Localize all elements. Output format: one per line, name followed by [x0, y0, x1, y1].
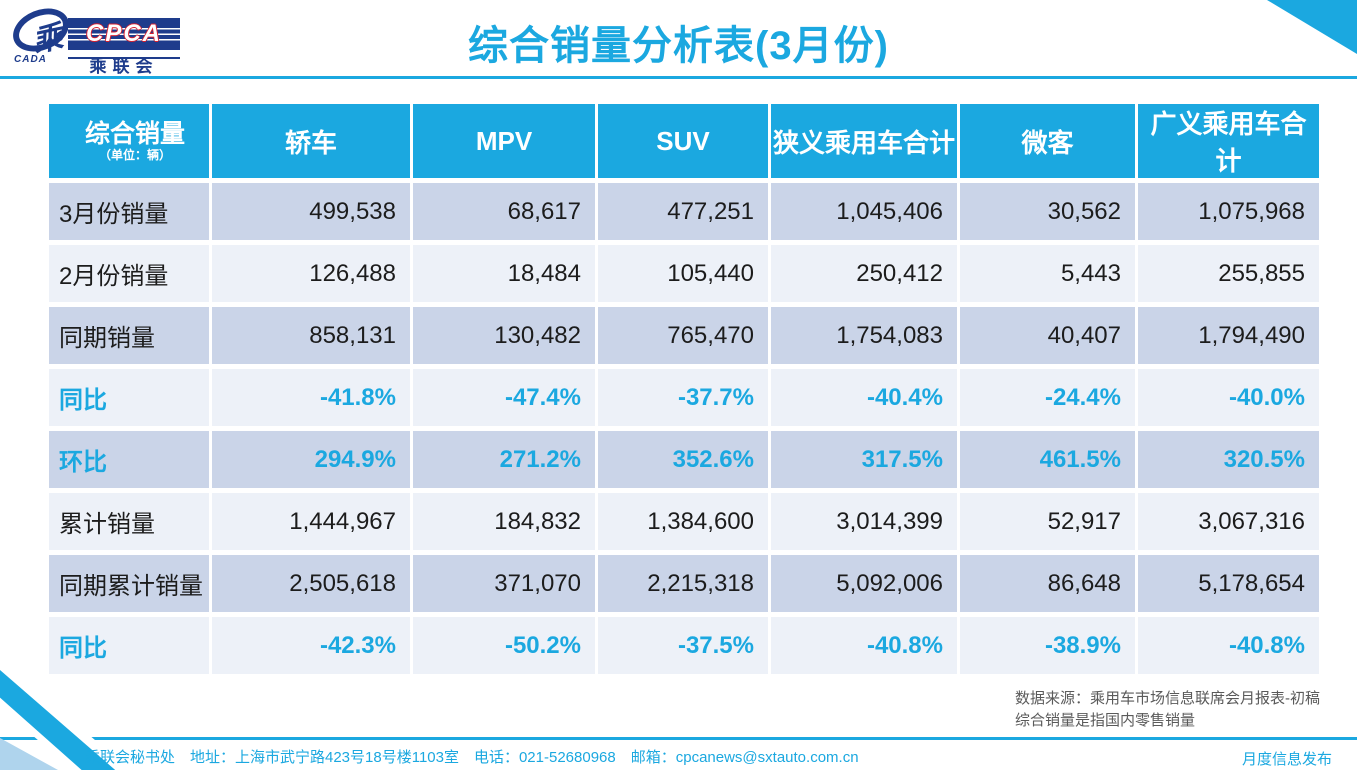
cell-value: 184,832	[413, 493, 595, 550]
cell-value: -40.8%	[771, 617, 957, 674]
logo-cada-text: CADA	[14, 54, 47, 65]
table-row: 3月份销量 499,538 68,617 477,251 1,045,406 30,562…	[49, 183, 1319, 240]
row-label: 2月份销量	[49, 245, 209, 302]
row-label: 3月份销量	[49, 183, 209, 240]
logo-cpca-box: CPCA	[68, 18, 180, 50]
row-label: 同期累计销量	[49, 555, 209, 612]
header-divider	[0, 76, 1357, 79]
table-row: 同比 -41.8% -47.4% -37.7% -40.4% -24.4% -40.0%	[49, 369, 1319, 426]
table-body: 3月份销量 499,538 68,617 477,251 1,045,406 30,562…	[49, 183, 1319, 674]
cell-value: 1,444,967	[212, 493, 410, 550]
table-row: 同期累计销量 2,505,618 371,070 2,215,318 5,092,006…	[49, 555, 1319, 612]
footer-release-label: 月度信息发布	[1241, 751, 1332, 768]
cell-value: 130,482	[413, 307, 595, 364]
cell-value: 5,092,006	[771, 555, 957, 612]
row-label: 同期销量	[49, 307, 209, 364]
row-label: 环比	[49, 431, 209, 488]
cell-value: 86,648	[960, 555, 1135, 612]
cell-value: -40.8%	[1138, 617, 1319, 674]
cell-value: 271.2%	[413, 431, 595, 488]
cell-value: 371,070	[413, 555, 595, 612]
row-label: 同比	[49, 369, 209, 426]
cell-value: 477,251	[598, 183, 768, 240]
cell-value: 1,754,083	[771, 307, 957, 364]
cell-value: 320.5%	[1138, 431, 1319, 488]
cell-value: 765,470	[598, 307, 768, 364]
cell-value: 5,178,654	[1138, 555, 1319, 612]
column-header: 狭义乘用车合计	[771, 104, 957, 178]
cell-value: 317.5%	[771, 431, 957, 488]
page-title: 综合销量分析表(3月份)	[468, 24, 889, 68]
table-row: 环比 294.9% 271.2% 352.6% 317.5% 461.5% 320.5%	[49, 431, 1319, 488]
cell-value: 499,538	[212, 183, 410, 240]
corner-header-cell: 综合销量 （单位：辆）	[49, 104, 209, 178]
column-header: 轿车	[212, 104, 410, 178]
cell-value: 352.6%	[598, 431, 768, 488]
cell-value: 1,384,600	[598, 493, 768, 550]
cell-value: 3,067,316	[1138, 493, 1319, 550]
cell-value: 858,131	[212, 307, 410, 364]
table-row: 同比 -42.3% -50.2% -37.5% -40.8% -38.9% -40.8%	[49, 617, 1319, 674]
column-header: 广义乘用车合计	[1138, 104, 1319, 178]
table-row: 2月份销量 126,488 18,484 105,440 250,412 5,443 255…	[49, 245, 1319, 302]
data-source-notes: 数据来源：乘用车市场信息联席会月报表-初稿 综合销量是指国内零售销量	[1015, 688, 1320, 732]
cell-value: 1,075,968	[1138, 183, 1319, 240]
corner-header-title: 综合销量	[84, 119, 185, 148]
note-line: 综合销量是指国内零售销量	[1015, 712, 1196, 729]
cell-value: 2,215,318	[598, 555, 768, 612]
cpca-logo: 乘 CADA CPCA 乘联会	[6, 0, 182, 77]
column-header: MPV	[413, 104, 595, 178]
table-row: 累计销量 1,444,967 184,832 1,384,600 3,014,399 52…	[49, 493, 1319, 550]
cell-value: 126,488	[212, 245, 410, 302]
cell-value: -37.7%	[598, 369, 768, 426]
corner-header-unit: （单位：辆）	[98, 147, 171, 162]
column-header: 微客	[960, 104, 1135, 178]
cell-value: 255,855	[1138, 245, 1319, 302]
row-label: 累计销量	[49, 493, 209, 550]
cell-value: 5,443	[960, 245, 1135, 302]
cell-value: 18,484	[413, 245, 595, 302]
sales-table: 综合销量 （单位：辆） 轿车 MPV SUV 狭义乘用车合计 微客 广义乘用车合计 3月份…	[46, 99, 1322, 679]
table-row: 同期销量 858,131 130,482 765,470 1,754,083 40,407…	[49, 307, 1319, 364]
cell-value: -47.4%	[413, 369, 595, 426]
cell-value: 461.5%	[960, 431, 1135, 488]
cell-value: 2,505,618	[212, 555, 410, 612]
cell-value: 3,014,399	[771, 493, 957, 550]
cell-value: -40.4%	[771, 369, 957, 426]
cell-value: 40,407	[960, 307, 1135, 364]
cell-value: -42.3%	[212, 617, 410, 674]
cell-value: -24.4%	[960, 369, 1135, 426]
table-header-row: 综合销量 （单位：辆） 轿车 MPV SUV 狭义乘用车合计 微客 广义乘用车合计	[49, 104, 1319, 178]
cell-value: 68,617	[413, 183, 595, 240]
footer-contact-info: 乘联会秘书处 地址：上海市武宁路423号18号楼1103室 电话：021-526…	[85, 749, 859, 766]
cell-value: -50.2%	[413, 617, 595, 674]
logo-stripes	[68, 24, 180, 44]
note-line: 数据来源：乘用车市场信息联席会月报表-初稿	[1015, 690, 1320, 707]
cell-value: 1,794,490	[1138, 307, 1319, 364]
row-label: 同比	[49, 617, 209, 674]
cell-value: 1,045,406	[771, 183, 957, 240]
footer-divider	[0, 737, 1357, 740]
cell-value: -40.0%	[1138, 369, 1319, 426]
cell-value: 294.9%	[212, 431, 410, 488]
logo-org-text: 乘联会	[68, 52, 180, 77]
cell-value: 30,562	[960, 183, 1135, 240]
cell-value: 52,917	[960, 493, 1135, 550]
cell-value: -41.8%	[212, 369, 410, 426]
cell-value: 250,412	[771, 245, 957, 302]
cell-value: -37.5%	[598, 617, 768, 674]
column-header: SUV	[598, 104, 768, 178]
cell-value: 105,440	[598, 245, 768, 302]
cell-value: -38.9%	[960, 617, 1135, 674]
logo-cpca-text: CPCA	[85, 20, 162, 47]
